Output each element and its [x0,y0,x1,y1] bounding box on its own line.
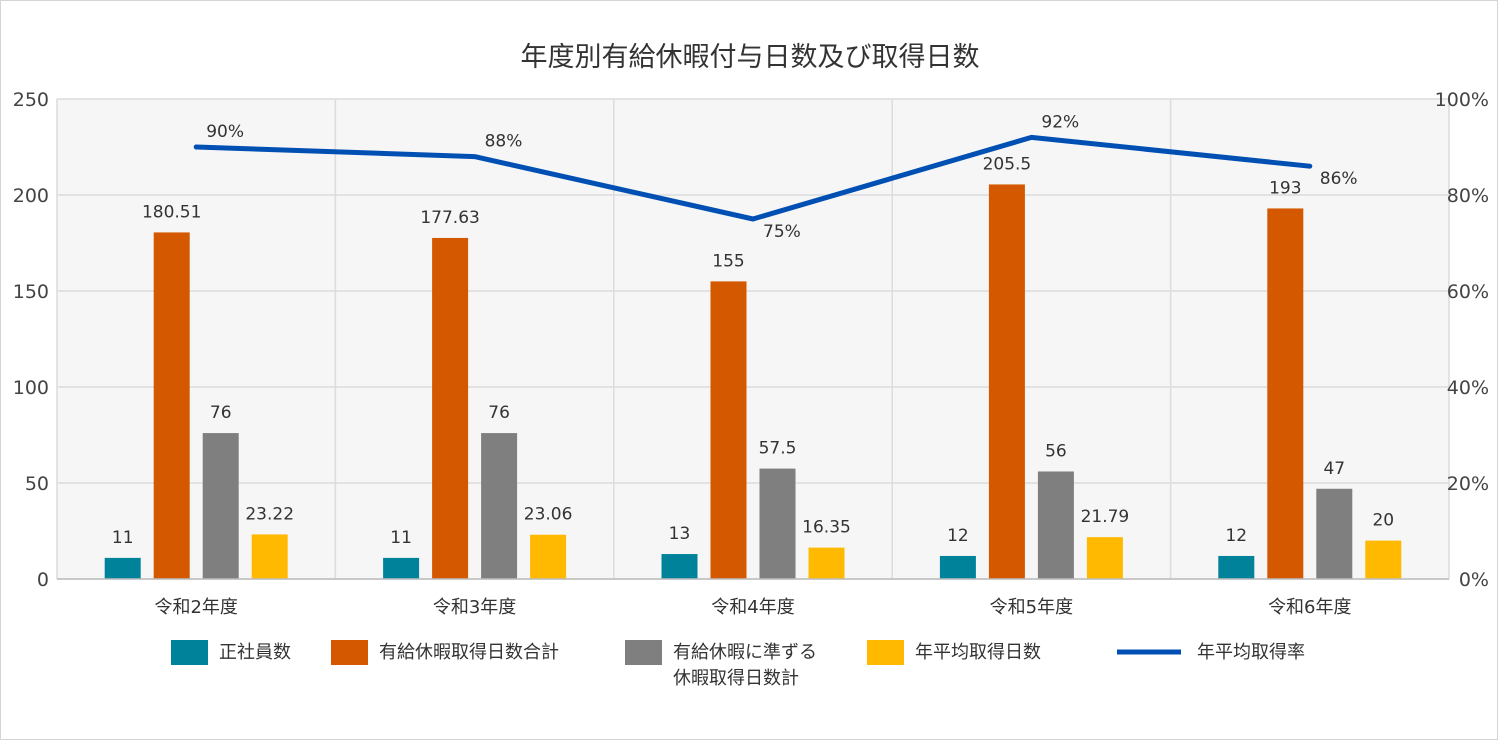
legend-label: 年平均取得日数 [915,642,1041,663]
legend-label: 正社員数 [219,642,291,663]
bar-value-label: 56 [1045,441,1067,461]
axes: 0 0% 50 20% 100 40% 150 60% 200 80% 250 100% 令和2年度 令和… [13,89,1489,618]
bar-value-label: 20 [1372,511,1394,531]
y2-tick-label: 60% [1447,281,1489,303]
line-path [193,134,1313,222]
bar [1267,208,1304,579]
grid-lines [56,98,1450,580]
bar-value-label: 76 [488,403,510,423]
bar [202,433,239,579]
legend-label: 年平均取得率 [1197,642,1305,663]
bar-value-label: 76 [210,403,232,423]
bar [251,534,288,579]
bar [383,557,420,579]
legend-swatch [625,640,662,665]
line-value-label: 86% [1320,169,1358,189]
bar-series [104,184,1402,580]
y2-tick-label: 80% [1447,185,1489,207]
bar-value-label: 155 [712,251,744,271]
x-tick-label: 令和5年度 [990,597,1073,618]
legend-item: 正社員数 [171,640,291,665]
bar-value-label: 16.35 [802,518,851,538]
bar-value-label: 47 [1323,459,1345,479]
x-tick-label: 令和2年度 [154,597,237,618]
legend-label-line: 有給休暇に準ずる [673,642,817,663]
bar-value-label: 13 [669,524,691,544]
bar [153,232,190,579]
y2-tick-label: 100% [1435,89,1489,111]
legend-label-line: 休暇取得日数計 [673,668,799,689]
bar-value-label: 193 [1269,178,1301,198]
bar-value-label: 11 [390,528,412,548]
plot-area [57,99,1449,579]
y2-tick-label: 0% [1459,569,1489,591]
line-series [193,134,1313,222]
bar [988,184,1025,579]
line-value-label: 88% [485,132,523,152]
y-tick-label: 150 [13,281,49,303]
bar-value-label: 11 [112,528,134,548]
x-tick-label: 令和6年度 [1268,597,1351,618]
chart-title: 年度別有給休暇付与日数及び取得日数 [521,42,980,73]
bar-value-label: 23.06 [524,505,573,525]
y-tick-label: 50 [25,473,49,495]
bar-value-label: 205.5 [983,154,1032,174]
bar [710,281,747,579]
y-tick-label: 100 [13,377,49,399]
bar [432,237,469,580]
legend-item: 年平均取得日数 [867,640,1041,665]
legend-swatch [171,640,208,665]
y-tick-label: 250 [13,89,49,111]
bar [1316,488,1353,579]
bar-value-label: 12 [947,526,969,546]
bar [808,547,845,579]
line-value-label: 75% [763,222,801,242]
bar-value-label: 23.22 [245,504,294,524]
bar-value-label: 21.79 [1081,507,1130,527]
y-tick-label: 0 [37,569,49,591]
legend-item: 年平均取得率 [1117,642,1305,663]
x-tick-label: 令和3年度 [433,597,516,618]
data-labels: 11 11 13 12 12 180.51 177.63 155 205.5 193 76 76 57.… [112,112,1394,547]
legend-item: 有給休暇取得日数合計 [331,640,559,665]
bar [1086,537,1123,579]
bar [939,555,976,579]
x-tick-label: 令和4年度 [711,597,794,618]
bar-value-label: 57.5 [759,439,797,459]
bar [661,554,698,579]
y2-tick-label: 40% [1447,377,1489,399]
bar [530,534,567,579]
bar [1218,555,1255,579]
line-value-label: 90% [206,122,244,142]
y-tick-label: 200 [13,185,49,207]
bar [1037,471,1074,579]
legend-swatch [867,640,904,665]
bar-value-label: 180.51 [142,202,201,222]
legend-swatch [331,640,368,665]
bar [481,433,518,579]
bar [1365,540,1402,579]
y2-tick-label: 20% [1447,473,1489,495]
bar-value-label: 177.63 [420,208,479,228]
line-value-label: 92% [1041,112,1079,132]
legend-label: 有給休暇取得日数合計 [379,642,559,663]
bar-value-label: 12 [1225,526,1247,546]
bar [104,557,141,579]
bar [759,468,796,579]
